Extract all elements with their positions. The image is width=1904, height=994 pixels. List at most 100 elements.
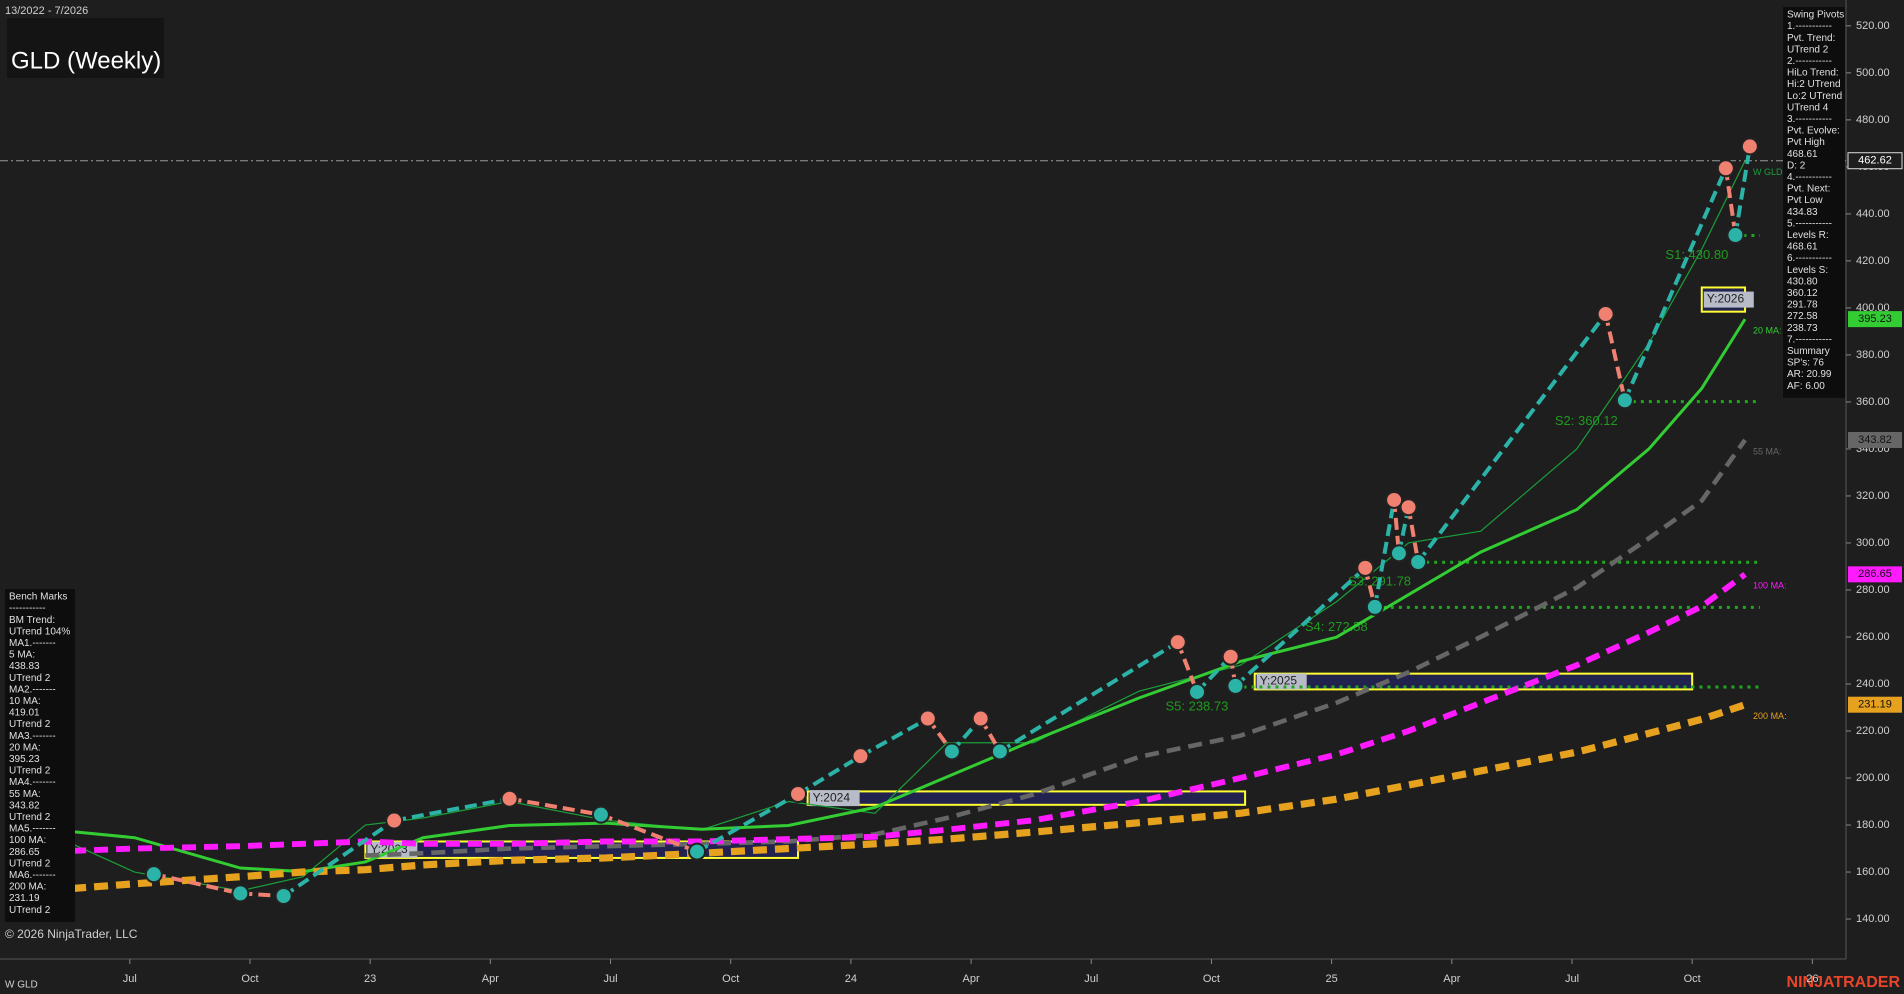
y-tick-label: 520.00 bbox=[1856, 20, 1890, 32]
y-tick-label: 220.00 bbox=[1856, 725, 1890, 737]
pivot-marker bbox=[990, 742, 1009, 761]
pivot-leg bbox=[696, 792, 800, 854]
panel-line: UTrend 2 bbox=[9, 905, 51, 916]
panel-line: Pvt High bbox=[1787, 137, 1825, 148]
x-tick-label: Jul bbox=[1565, 973, 1579, 985]
panel-line: UTrend 2 bbox=[9, 766, 51, 777]
y-tick-label: 160.00 bbox=[1856, 866, 1890, 878]
pivot-marker bbox=[1726, 226, 1745, 245]
pivot-marker bbox=[918, 709, 937, 728]
panel-line: MA1.------- bbox=[9, 638, 56, 649]
pivot-marker bbox=[500, 789, 519, 808]
pivot-marker bbox=[1385, 490, 1404, 509]
pivot-leg bbox=[859, 716, 929, 758]
price-label: 395.23 bbox=[1858, 313, 1892, 325]
price-label: 231.19 bbox=[1858, 699, 1892, 711]
chart-title: GLD (Weekly) bbox=[11, 47, 161, 74]
instrument: W GLD bbox=[5, 980, 38, 991]
pivot-marker bbox=[591, 805, 610, 824]
pivot-marker bbox=[1389, 544, 1408, 563]
y-tick-label: 300.00 bbox=[1856, 537, 1890, 549]
panel-line: MA6.------- bbox=[9, 870, 56, 881]
x-tick-label: 25 bbox=[1325, 973, 1337, 985]
series-line bbox=[71, 318, 1747, 874]
pivot-marker bbox=[851, 747, 870, 766]
x-tick-label: Apr bbox=[482, 973, 499, 985]
panel-line: 238.73 bbox=[1787, 323, 1818, 334]
pivot-marker bbox=[1615, 391, 1634, 410]
y-tick-label: 140.00 bbox=[1856, 913, 1890, 925]
panel-line: 7.----------- bbox=[1787, 334, 1832, 345]
panel-line: 10 MA: bbox=[9, 696, 41, 707]
year-box bbox=[1253, 672, 1694, 691]
support-label: S1: 430.80 bbox=[1665, 247, 1728, 262]
pivot-marker bbox=[1409, 553, 1428, 572]
info-panel bbox=[1783, 7, 1845, 398]
panel-line: MA3.------- bbox=[9, 731, 56, 742]
panel-line: SP's: 76 bbox=[1787, 358, 1824, 369]
panel-line: Bench Marks bbox=[9, 592, 67, 603]
panel-line: ----------- bbox=[9, 603, 46, 614]
pivot-marker bbox=[1596, 305, 1615, 324]
panel-line: UTrend 2 bbox=[9, 673, 51, 684]
series-name: 100 MA: bbox=[1753, 581, 1787, 591]
pivot-leg bbox=[1234, 566, 1367, 688]
panel-line: 100 MA: bbox=[9, 835, 46, 846]
pivot-leg bbox=[998, 640, 1179, 754]
panel-line: 343.82 bbox=[9, 800, 40, 811]
price-label-bg bbox=[1848, 311, 1902, 328]
panel-line: Swing Pivots bbox=[1787, 10, 1844, 21]
y-tick-label: 320.00 bbox=[1856, 490, 1890, 502]
panel-line: HiLo Trend: bbox=[1787, 68, 1839, 79]
pivot-marker bbox=[942, 742, 961, 761]
panel-line: 430.80 bbox=[1787, 276, 1818, 287]
year-tag-bg bbox=[1703, 291, 1754, 308]
series-name: W GLD bbox=[1753, 167, 1783, 177]
series-name: 20 MA: bbox=[1753, 326, 1782, 336]
panel-line: UTrend 2 bbox=[9, 719, 51, 730]
y-tick-label: 360.00 bbox=[1856, 396, 1890, 408]
y-tick-label: 440.00 bbox=[1856, 208, 1890, 220]
series-line bbox=[71, 701, 1747, 893]
pivot-leg bbox=[1416, 312, 1608, 564]
pivot-marker bbox=[385, 811, 404, 830]
panel-line: Levels S: bbox=[1787, 265, 1828, 276]
y-tick-label: 260.00 bbox=[1856, 631, 1890, 643]
panel-line: 468.61 bbox=[1787, 242, 1818, 253]
pivot-marker bbox=[1188, 682, 1207, 701]
year-tag: Y:2025 bbox=[1260, 674, 1298, 688]
panel-line: MA4.------- bbox=[9, 777, 56, 788]
series-line bbox=[71, 571, 1747, 854]
y-tick-label: 180.00 bbox=[1856, 819, 1890, 831]
pivot-leg bbox=[1406, 506, 1421, 563]
price-label: 462.62 bbox=[1858, 155, 1892, 167]
pivot-leg bbox=[1603, 313, 1627, 401]
y-tick-label: 480.00 bbox=[1856, 114, 1890, 126]
pivot-marker bbox=[1226, 676, 1245, 695]
panel-line: Summary bbox=[1787, 346, 1830, 357]
panel-line: Pvt. Evolve: bbox=[1787, 126, 1840, 137]
panel-line: Pvt. Next: bbox=[1787, 184, 1830, 195]
panel-line: Lo:2 UTrend bbox=[1787, 91, 1842, 102]
panel-line: 6.----------- bbox=[1787, 253, 1832, 264]
panel-line: 2.----------- bbox=[1787, 56, 1832, 67]
year-tag: Y:2024 bbox=[813, 790, 851, 804]
price-label-bg bbox=[1848, 431, 1902, 448]
panel-line: MA2.------- bbox=[9, 684, 56, 695]
pivot-leg bbox=[1372, 499, 1397, 608]
y-tick-label: 240.00 bbox=[1856, 678, 1890, 690]
y-tick-label: 400.00 bbox=[1856, 302, 1890, 314]
panel-line: 5.----------- bbox=[1787, 218, 1832, 229]
pivot-leg bbox=[796, 754, 862, 796]
x-tick-label: Apr bbox=[1443, 973, 1460, 985]
pivot-marker bbox=[688, 842, 707, 861]
panel-line: UTrend 2 bbox=[9, 858, 51, 869]
pivot-marker bbox=[789, 784, 808, 803]
x-tick-label: Oct bbox=[1684, 973, 1701, 985]
title-box bbox=[7, 18, 164, 78]
pivot-leg bbox=[1623, 167, 1728, 402]
panel-line: 291.78 bbox=[1787, 300, 1818, 311]
x-tick-label: Jul bbox=[123, 973, 137, 985]
pivot-marker bbox=[1740, 137, 1759, 156]
date-range: 13/2022 - 7/2026 bbox=[5, 5, 88, 17]
